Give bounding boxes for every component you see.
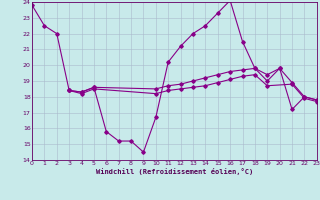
X-axis label: Windchill (Refroidissement éolien,°C): Windchill (Refroidissement éolien,°C): [96, 168, 253, 175]
